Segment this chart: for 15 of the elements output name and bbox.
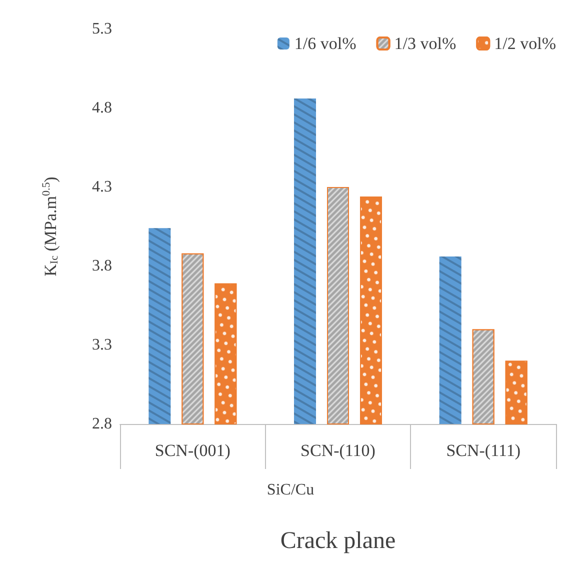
y-tick-label: 3.3 [92,336,112,354]
y-tick-label: 3.8 [92,258,112,274]
y-axis-title: KIc (MPa.m0.5) [40,176,60,276]
y-tick-label: 2.8 [92,416,112,432]
y-tick-label: 4.3 [92,178,112,196]
x-tick-label: SCN-(001) [154,441,230,460]
legend-label: 1/6 vol% [294,34,356,53]
x-axis-title: Crack plane [280,528,396,554]
y-tick-label: 4.8 [92,100,112,116]
y-tick-label: 5.3 [92,20,112,38]
legend-label: 1/2 vol% [494,34,556,53]
x-tick-label: SCN-(111) [446,441,520,460]
text: SiC/Cu [266,482,314,498]
legend-label: 1/3 vol% [394,34,456,53]
x-tick-label: SCN-(110) [300,441,376,460]
